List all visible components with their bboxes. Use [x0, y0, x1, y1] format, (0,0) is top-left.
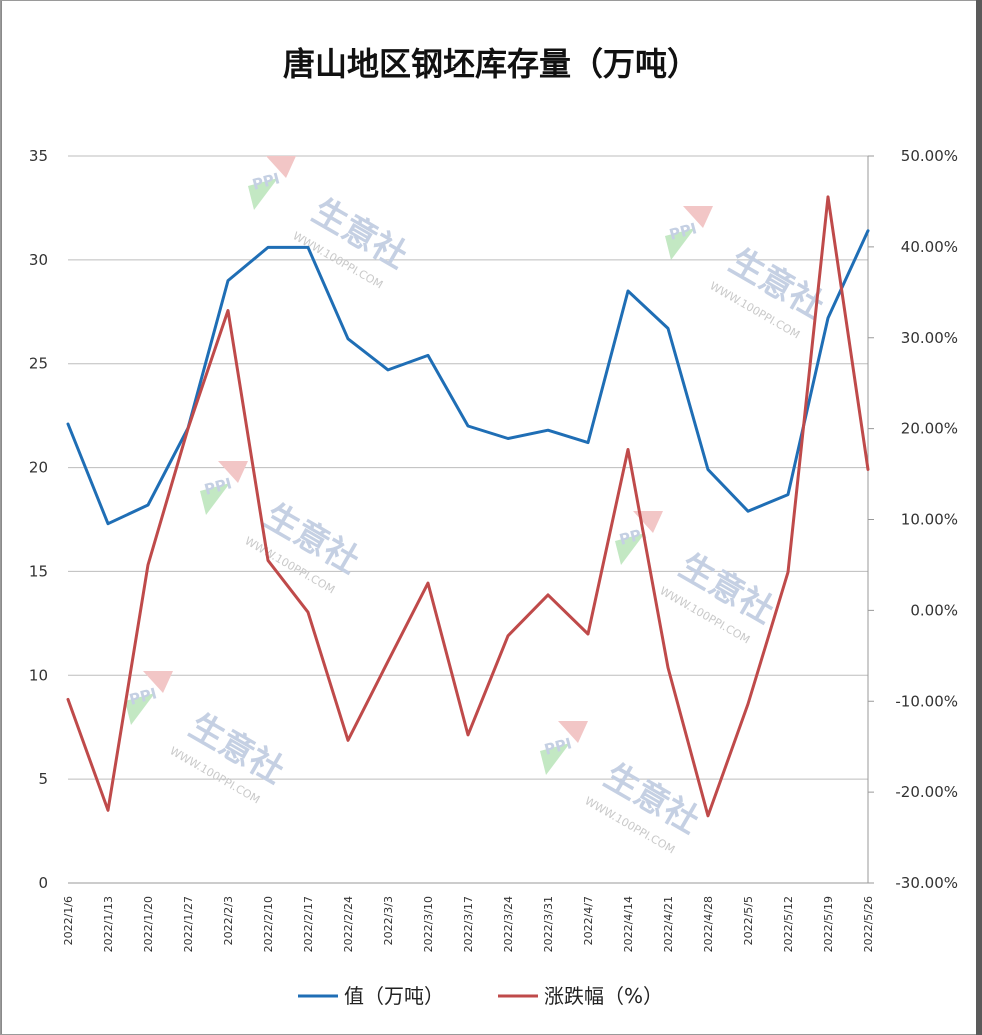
y-left-tick-label: 10 — [29, 666, 48, 684]
y-right-tick-label: 20.00% — [901, 420, 958, 438]
x-tick-label: 2022/3/31 — [542, 896, 555, 952]
watermark-logo-text: PPI — [127, 684, 158, 709]
y-left-tick-label: 20 — [29, 459, 48, 477]
y-left-tick-label: 15 — [29, 562, 48, 580]
legend: 值（万吨） 涨跌幅（%） — [298, 984, 663, 1008]
y-left-tick-label: 30 — [29, 251, 48, 269]
x-tick-label: 2022/4/7 — [582, 896, 595, 945]
y-right-tick-label: 40.00% — [901, 238, 958, 256]
x-tick-label: 2022/1/20 — [142, 896, 155, 952]
watermark-logo-red — [683, 206, 713, 228]
axes: 0 5 10 15 20 25 30 35 -30.00% -20.00% -10.00% 0.00%… — [29, 147, 958, 952]
watermark-logo-red — [218, 461, 248, 483]
y-right-tick-label: 30.00% — [901, 329, 958, 347]
watermark-logo-green — [125, 693, 155, 725]
x-tick-label: 2022/1/13 — [102, 896, 115, 952]
watermark-logo-green — [665, 228, 695, 260]
x-tick-label: 2022/2/3 — [222, 896, 235, 945]
grid-lines — [68, 155, 868, 884]
x-tick-label: 2022/3/17 — [462, 896, 475, 952]
x-tick-label: 2022/1/6 — [62, 896, 75, 945]
legend-label-2: 涨跌幅（%） — [544, 984, 663, 1008]
watermark-text: 生意社 — [598, 756, 706, 842]
y-right-tick-label: 0.00% — [910, 601, 958, 619]
y-left-tick-label: 25 — [29, 355, 48, 373]
frame-right-border — [976, 0, 982, 1035]
x-tick-label: 2022/1/27 — [182, 896, 195, 952]
y-right-tick-label: 10.00% — [901, 511, 958, 529]
watermark-logo-text: PPI — [667, 219, 698, 244]
watermark-logo-green — [615, 533, 645, 565]
x-tick-label: 2022/4/28 — [702, 896, 715, 952]
y-left-tick-label: 35 — [29, 147, 48, 165]
y-right-tick-label: -20.00% — [895, 783, 958, 801]
y-left-tick-label: 5 — [38, 770, 48, 788]
watermark-logo-text: PPI — [250, 169, 281, 194]
x-tick-label: 2022/2/17 — [302, 896, 315, 952]
y-left-tick-label: 0 — [38, 874, 48, 892]
series-line-2 — [66, 195, 870, 818]
frame-left-border — [0, 0, 2, 1035]
x-tick-label: 2022/5/26 — [862, 896, 875, 952]
x-tick-label: 2022/5/12 — [782, 896, 795, 952]
x-tick-label: 2022/2/24 — [342, 896, 355, 952]
watermark-logo-green — [540, 743, 570, 775]
x-tick-label: 2022/3/3 — [382, 896, 395, 945]
y-right-tick-label: -30.00% — [895, 874, 958, 892]
watermark-text: 生意社 — [306, 191, 414, 277]
watermark-logo-red — [143, 671, 173, 693]
legend-label-1: 值（万吨） — [344, 984, 444, 1008]
x-tick-label: 2022/4/14 — [622, 896, 635, 952]
watermark-logo-red — [558, 721, 588, 743]
y-right-tick-label: 50.00% — [901, 147, 958, 165]
series-line-1 — [66, 229, 870, 526]
series-group — [66, 195, 870, 818]
x-tick-label: 2022/3/10 — [422, 896, 435, 952]
y-right-tick-label: -10.00% — [895, 692, 958, 710]
chart-title: 唐山地区钢坯库存量（万吨） — [283, 45, 699, 83]
x-tick-label: 2022/5/5 — [742, 896, 755, 945]
watermark-text: 生意社 — [673, 546, 781, 632]
x-tick-label: 2022/3/24 — [502, 896, 515, 952]
watermark-logo-green — [200, 483, 230, 515]
watermark-logo-red — [266, 156, 296, 178]
watermark-logo-text: PPI — [542, 734, 573, 759]
x-tick-label: 2022/4/21 — [662, 896, 675, 952]
x-tick-label: 2022/2/10 — [262, 896, 275, 952]
watermark-logo-text: PPI — [202, 474, 233, 499]
x-tick-label: 2022/5/19 — [822, 896, 835, 952]
watermark-logo-green — [248, 178, 278, 210]
